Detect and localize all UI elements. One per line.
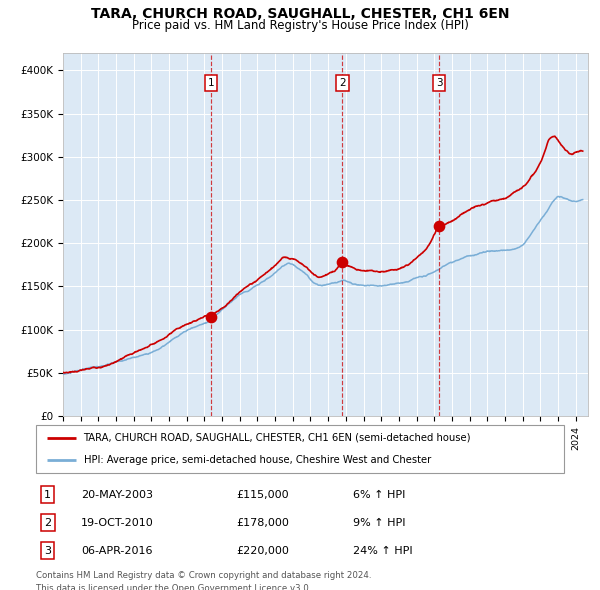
Text: 2: 2 — [44, 518, 51, 527]
Text: 6% ↑ HPI: 6% ↑ HPI — [353, 490, 405, 500]
Text: £115,000: £115,000 — [236, 490, 289, 500]
Text: Price paid vs. HM Land Registry's House Price Index (HPI): Price paid vs. HM Land Registry's House … — [131, 19, 469, 32]
Text: Contains HM Land Registry data © Crown copyright and database right 2024.
This d: Contains HM Land Registry data © Crown c… — [36, 571, 371, 590]
Text: £178,000: £178,000 — [236, 518, 290, 527]
Text: 1: 1 — [208, 78, 214, 88]
Text: TARA, CHURCH ROAD, SAUGHALL, CHESTER, CH1 6EN (semi-detached house): TARA, CHURCH ROAD, SAUGHALL, CHESTER, CH… — [83, 433, 471, 443]
Text: 19-OCT-2010: 19-OCT-2010 — [81, 518, 154, 527]
Text: TARA, CHURCH ROAD, SAUGHALL, CHESTER, CH1 6EN: TARA, CHURCH ROAD, SAUGHALL, CHESTER, CH… — [91, 7, 509, 21]
Text: 2: 2 — [339, 78, 346, 88]
Text: 06-APR-2016: 06-APR-2016 — [81, 546, 152, 556]
Point — [206, 312, 216, 322]
Text: 9% ↑ HPI: 9% ↑ HPI — [353, 518, 406, 527]
Text: £220,000: £220,000 — [236, 546, 290, 556]
Text: 1: 1 — [44, 490, 51, 500]
FancyBboxPatch shape — [36, 425, 564, 473]
Point — [434, 221, 444, 231]
Text: 3: 3 — [436, 78, 442, 88]
Point — [337, 257, 347, 267]
Text: HPI: Average price, semi-detached house, Cheshire West and Chester: HPI: Average price, semi-detached house,… — [83, 455, 431, 465]
Text: 3: 3 — [44, 546, 51, 556]
Text: 24% ↑ HPI: 24% ↑ HPI — [353, 546, 412, 556]
Text: 20-MAY-2003: 20-MAY-2003 — [81, 490, 153, 500]
